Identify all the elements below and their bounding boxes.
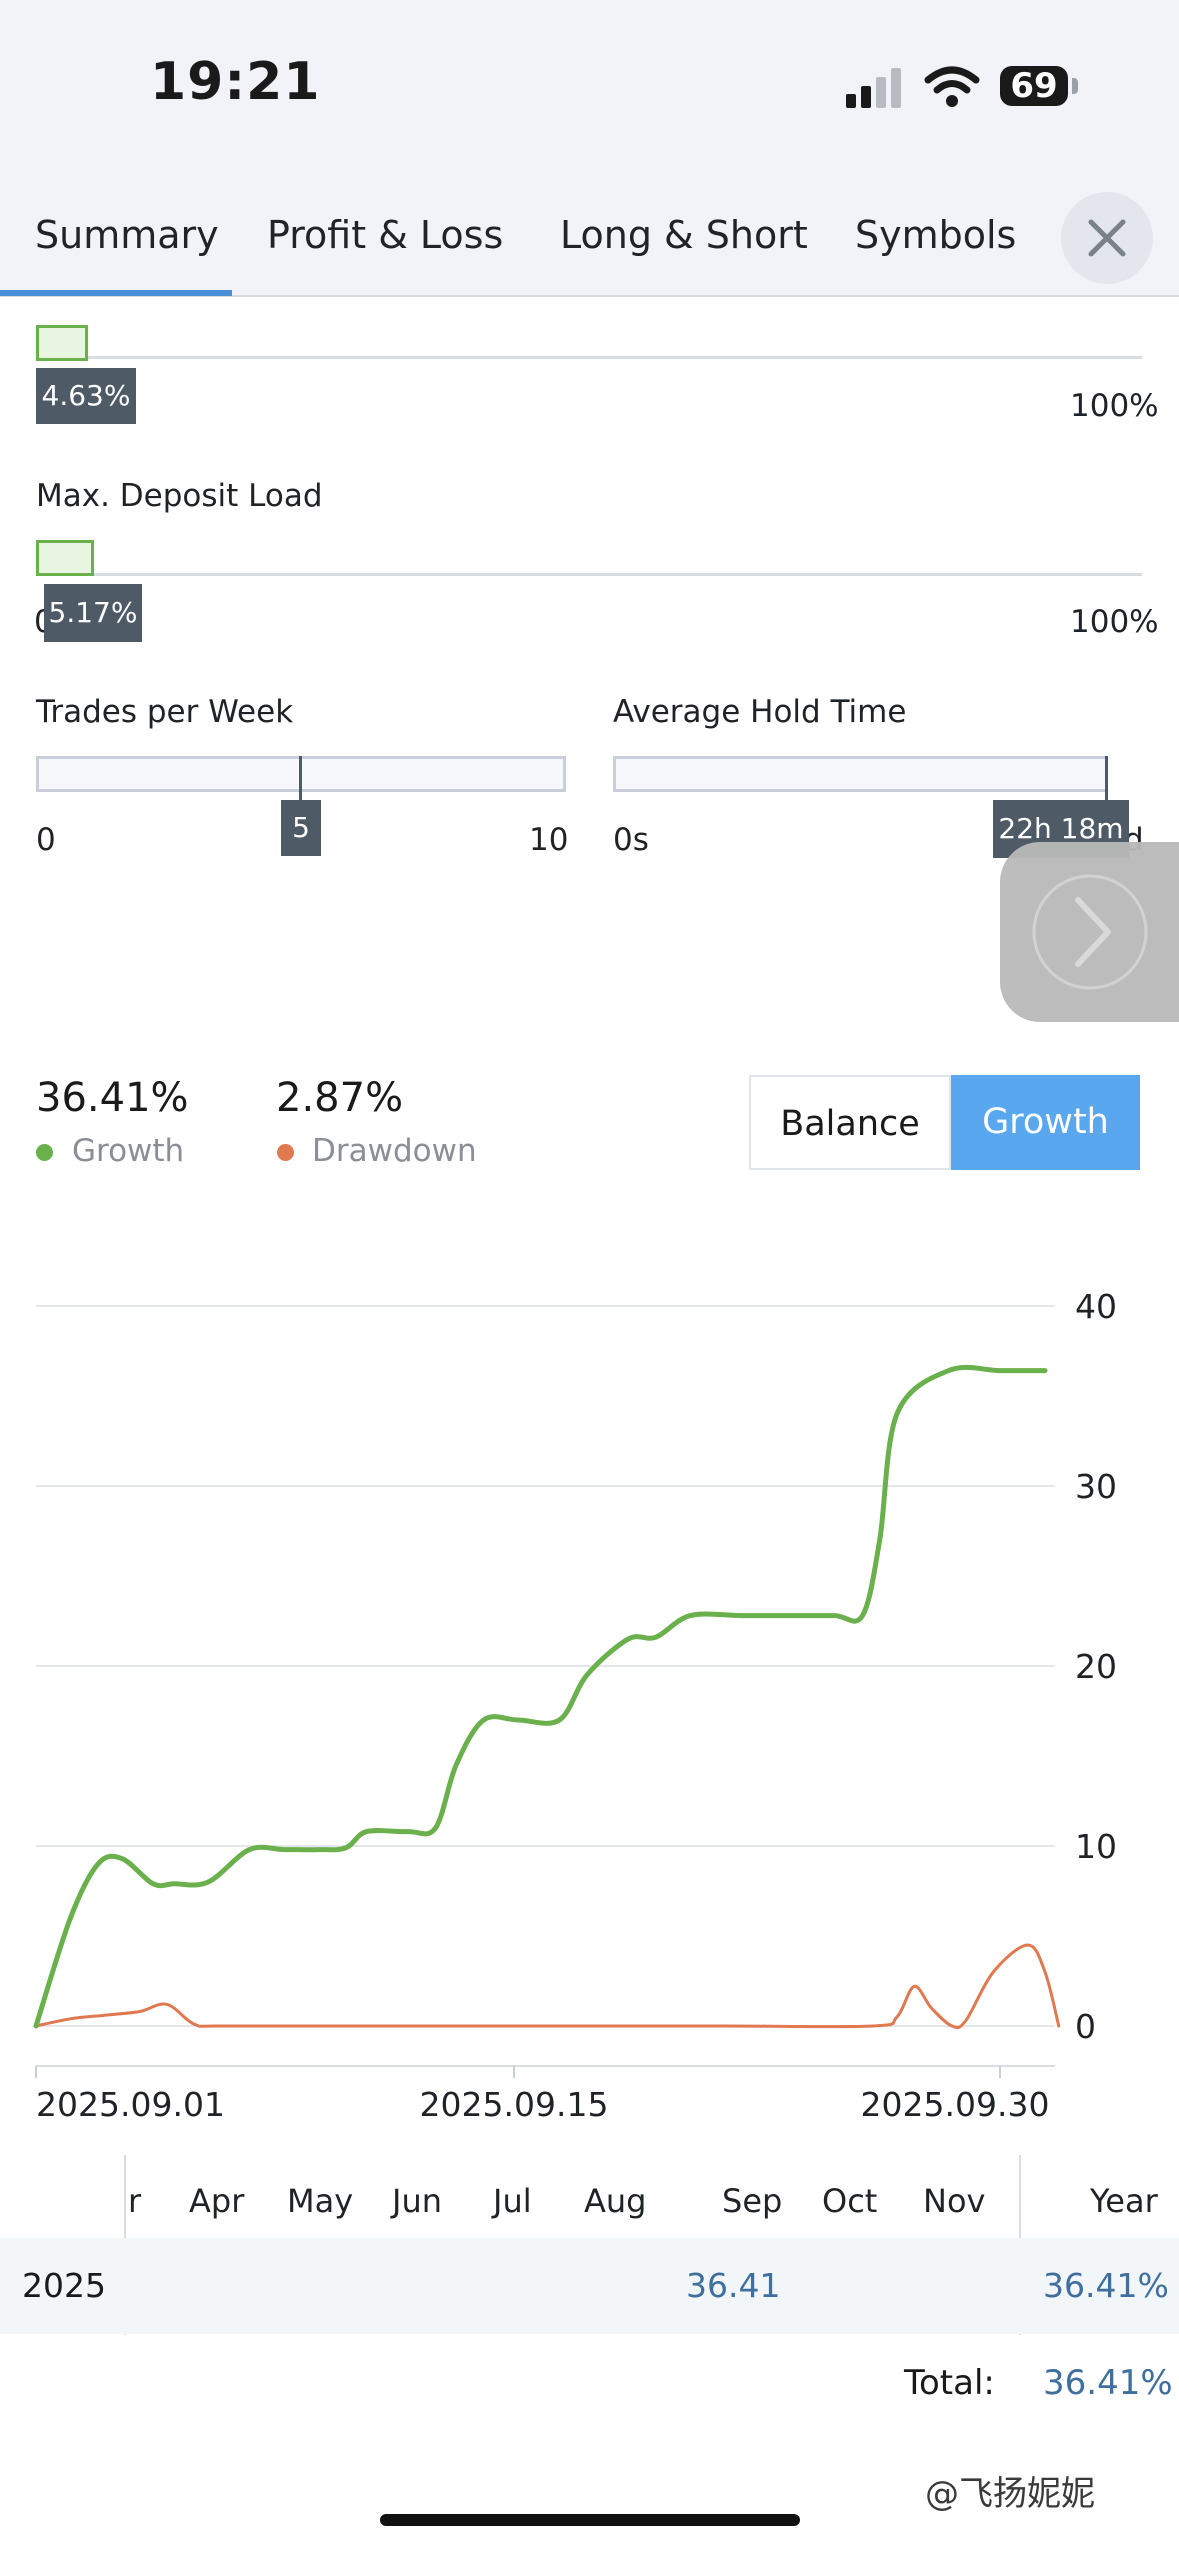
sep-growth-value[interactable]: 36.41 <box>686 2266 781 2305</box>
home-indicator[interactable] <box>380 2514 800 2526</box>
hold-time-min: 0s <box>613 822 649 858</box>
deposit-load-value: 5.17% <box>44 584 142 642</box>
month-header: May <box>287 2182 354 2220</box>
balance-toggle[interactable]: Balance <box>749 1075 951 1170</box>
wifi-icon <box>924 66 980 107</box>
row-year: 2025 <box>22 2266 106 2305</box>
growth-legend-label: Growth <box>72 1133 185 1169</box>
tab-profit-loss[interactable]: Profit & Loss <box>267 213 504 257</box>
tab-long-short[interactable]: Long & Short <box>560 213 808 257</box>
active-tab-indicator <box>0 290 232 296</box>
y-tick-label: 10 <box>1075 1827 1117 1866</box>
drawdown-legend-label: Drawdown <box>312 1133 477 1169</box>
cellular-signal-icon <box>846 68 901 108</box>
floating-next-button[interactable] <box>1000 842 1179 1022</box>
hold-time-track <box>613 756 1108 792</box>
tab-bar <box>0 180 1179 297</box>
battery-indicator: 69 <box>1000 66 1068 106</box>
month-header: Jun <box>392 2182 442 2220</box>
year-growth-value: 36.41% <box>1043 2266 1169 2305</box>
growth-toggle[interactable]: Growth <box>951 1075 1140 1170</box>
chevron-right-icon <box>1032 874 1148 990</box>
month-header: Jul <box>493 2182 532 2220</box>
hold-time-marker[interactable] <box>1105 756 1108 800</box>
top-slider-track <box>36 356 1142 359</box>
max-deposit-load-title: Max. Deposit Load <box>36 478 323 514</box>
deposit-load-max: 100% <box>1070 604 1159 640</box>
growth-value: 36.41% <box>36 1075 189 1121</box>
trades-per-week-max: 10 <box>529 822 569 858</box>
drawdown-legend-dot <box>277 1144 294 1161</box>
close-button[interactable] <box>1061 192 1153 284</box>
drawdown-series-line <box>34 1943 1061 2030</box>
growth-series-line <box>33 1364 1048 2029</box>
month-header: Nov <box>923 2182 986 2220</box>
drawdown-value: 2.87% <box>276 1075 404 1121</box>
top-slider-max: 100% <box>1070 388 1159 424</box>
y-tick-label: 30 <box>1075 1467 1117 1506</box>
battery-cap <box>1072 78 1078 94</box>
tab-summary[interactable]: Summary <box>35 213 219 257</box>
growth-chart: 40 30 20 10 0 2025.09.01 2025.09.15 2025.09.30 <box>33 1287 1117 2124</box>
month-header: r <box>128 2182 142 2220</box>
trades-per-week-min: 0 <box>36 822 56 858</box>
y-tick-label: 20 <box>1075 1647 1117 1686</box>
trades-per-week-title: Trades per Week <box>36 694 294 730</box>
trades-per-week-value: 5 <box>281 800 321 856</box>
total-value: 36.41% <box>1043 2363 1173 2403</box>
y-tick-label: 0 <box>1075 2007 1096 2046</box>
year-header: Year <box>1090 2182 1158 2220</box>
status-time: 19:21 <box>150 52 321 112</box>
month-header: Sep <box>722 2182 783 2220</box>
close-icon <box>1088 219 1126 257</box>
tab-symbols[interactable]: Symbols <box>855 213 1017 257</box>
x-tick-label: 2025.09.15 <box>420 2085 609 2124</box>
top-slider-value: 4.63% <box>36 368 136 424</box>
month-header: Aug <box>584 2182 647 2220</box>
deposit-load-track <box>36 573 1142 576</box>
total-label: Total: <box>904 2363 995 2403</box>
status-bar <box>0 0 1179 180</box>
x-tick-label: 2025.09.30 <box>861 2085 1050 2124</box>
table-row <box>0 2238 1179 2334</box>
x-tick-label: 2025.09.01 <box>36 2085 225 2124</box>
month-header: Apr <box>189 2182 245 2220</box>
trades-per-week-marker[interactable] <box>299 756 302 800</box>
watermark-text: @飞扬妮妮 <box>925 2474 1095 2514</box>
month-header: Oct <box>822 2182 878 2220</box>
top-slider-fill[interactable] <box>36 325 88 361</box>
average-hold-time-title: Average Hold Time <box>613 694 907 730</box>
y-tick-label: 40 <box>1075 1287 1117 1326</box>
growth-legend-dot <box>36 1144 53 1161</box>
deposit-load-fill[interactable] <box>36 540 94 576</box>
